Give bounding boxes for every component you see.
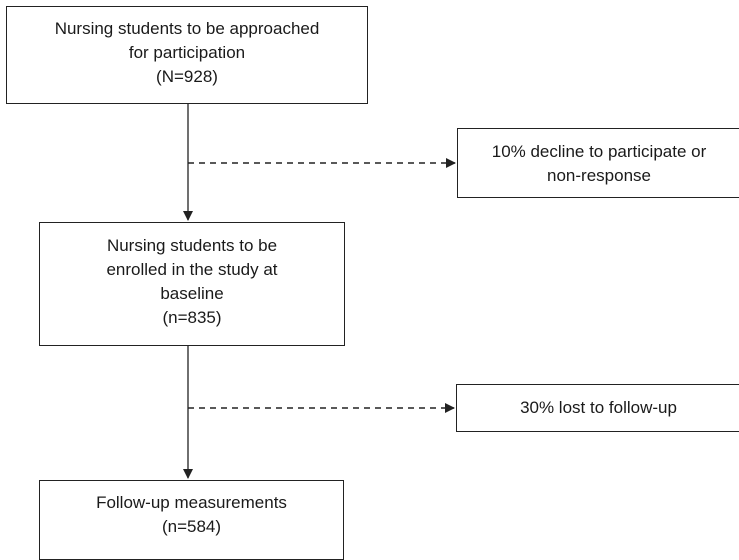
node-enrolled-count: (n=835): [162, 308, 222, 327]
node-approached-line2: for participation: [128, 43, 246, 62]
node-followup: Follow-up measurements (n=584): [39, 480, 344, 560]
node-decline-line1: 10% decline to participate or: [491, 142, 707, 161]
node-approached-count: (N=928): [156, 67, 218, 86]
node-enrolled-line3: baseline: [160, 284, 224, 303]
node-enrolled-line2: enrolled in the study at: [106, 260, 278, 279]
node-enrolled-line1: Nursing students to be: [106, 236, 278, 255]
node-lost: 30% lost to follow-up: [456, 384, 739, 432]
node-decline-line2: non-response: [547, 166, 651, 185]
node-approached: Nursing students to be approached for pa…: [6, 6, 368, 104]
node-followup-line1: Follow-up measurements: [96, 493, 287, 512]
node-decline: 10% decline to participate or non-respon…: [457, 128, 739, 198]
node-approached-line1: Nursing students to be approached: [54, 19, 320, 38]
node-lost-line1: 30% lost to follow-up: [520, 398, 677, 417]
node-followup-count: (n=584): [161, 517, 222, 536]
connector-layer: [183, 104, 456, 479]
node-enrolled: Nursing students to be enrolled in the s…: [39, 222, 345, 346]
